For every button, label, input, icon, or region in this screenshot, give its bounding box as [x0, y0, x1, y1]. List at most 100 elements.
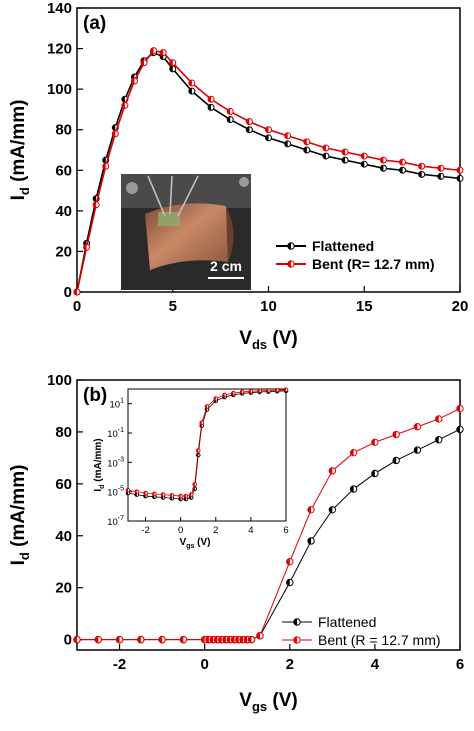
panel-a-y-tick-label: 120 — [47, 41, 72, 58]
panel-a-data-point-fill — [208, 104, 212, 111]
inset-x-axis-label: Vgs (V) — [180, 537, 211, 550]
device-photo: 2 cm — [121, 174, 251, 290]
panel-b-x-tick-label: 2 — [286, 656, 294, 673]
panel-a-x-tick-label: 0 — [73, 298, 81, 315]
panel-a-data-point-fill — [102, 163, 106, 170]
panel-a-data-point-fill — [83, 244, 87, 251]
panel-b-data-point-fill — [205, 636, 209, 643]
legend-b-bent-label: Bent (R = 12.7 mm) — [318, 632, 441, 648]
legend-a-symbol-fill — [287, 260, 291, 268]
inset-data-point-fill — [152, 492, 155, 496]
panel-a-data-point-fill — [399, 159, 403, 166]
panel-b-data-point-fill — [329, 506, 333, 514]
panel-a-x-tick-label: 5 — [169, 298, 177, 315]
inset-data-point-fill — [134, 489, 137, 494]
panel-b-label: (b) — [83, 385, 107, 406]
legend-a-flattened-label: Flattened — [312, 238, 374, 254]
panel-a-label: (a) — [83, 13, 106, 34]
panel-b-inset: -2 0 2 4 6 101 10-1 10-3 10-5 10-7 Vgs (V) Id (mA… — [93, 387, 289, 550]
panel-a-data-point-fill — [437, 173, 441, 180]
inset-data-point-fill — [199, 420, 202, 425]
panel-a-y-tick-label: 80 — [55, 122, 72, 139]
panel-b-data-point-fill — [239, 636, 243, 643]
inset-data-point-fill — [249, 389, 251, 393]
panel-a-data-point-fill — [188, 88, 192, 95]
panel-b-data-point-fill — [286, 558, 290, 565]
inset-y-tick-label: 10-1 — [107, 427, 124, 440]
panel-b-data-point-fill — [116, 636, 120, 643]
panel-a-data-point-fill — [93, 195, 97, 202]
panel-b-y-tick-label: 0 — [64, 632, 72, 649]
inset-x-tick-label: -2 — [141, 525, 149, 536]
inset-data-point-fill — [257, 388, 260, 393]
panel-b-x-tick-label: 4 — [371, 656, 380, 673]
inset-data-point-fill — [143, 491, 146, 495]
inset-data-point-fill — [275, 388, 278, 392]
inset-y-tick-label: 10-5 — [107, 486, 124, 499]
legend-a-bent-label: Bent (R= 12.7 mm) — [312, 256, 435, 272]
panel-a-data-point-fill — [121, 102, 125, 109]
panel-b-y-tick-label: 60 — [55, 476, 72, 493]
panel-a-data-point-fill — [74, 289, 77, 295]
inset-data-point-fill — [231, 391, 234, 395]
panel-b-data-point-fill — [435, 415, 439, 423]
legend-b-flattened-label: Flattened — [318, 614, 376, 630]
panel-a-data-point-fill — [303, 138, 307, 145]
panel-a-data-point-fill — [131, 78, 135, 85]
legend-b-symbol-fill — [293, 618, 297, 626]
panel-a-data-point-fill — [188, 80, 192, 87]
panel-a-y-tick-label: 20 — [55, 243, 72, 260]
panel-b-data-point-fill — [214, 636, 218, 643]
panel-b-data-point-fill — [248, 636, 252, 643]
panel-a-x-tick-label: 10 — [260, 298, 277, 315]
panel-b-data-point-fill — [350, 449, 354, 456]
panel-a-data-point-fill — [265, 126, 269, 133]
panel-b-y-tick-label: 80 — [55, 424, 72, 441]
inset-x-tick-label: 2 — [213, 525, 218, 536]
inset-data-point-fill — [192, 482, 195, 487]
panel-b-data-point-fill — [350, 485, 354, 493]
panel-b-data-point-fill — [414, 423, 418, 430]
inset-data-point-fill — [184, 494, 186, 498]
panel-a-data-point-fill — [418, 171, 422, 178]
panel-a-data-point-fill — [457, 167, 460, 174]
panel-a-data-point-fill — [227, 116, 231, 123]
panel-b-y-tick-label: 100 — [47, 372, 72, 389]
panel-b-data-point-fill — [218, 636, 222, 643]
panel-a-y-tick-label: 60 — [55, 162, 72, 179]
panel-b-data-point-fill — [73, 636, 77, 643]
panel-b-x-tick-label: -2 — [113, 656, 126, 673]
panel-b-x-tick-label: 0 — [200, 656, 208, 673]
panel-a-data-point-fill — [322, 144, 326, 151]
panel-b-data-point-fill — [435, 436, 439, 443]
inset-y-tick-label: 10-7 — [107, 515, 124, 528]
inset-series-line-2 — [127, 389, 287, 497]
inset-x-tick-label: 6 — [283, 525, 288, 536]
panel-a-data-point-fill — [160, 49, 164, 56]
panel-a-data-point-fill — [457, 175, 460, 182]
panel-b-series — [73, 404, 464, 644]
inset-y-tick-label: 101 — [110, 398, 125, 411]
panel-a-data-point-fill — [380, 157, 384, 164]
panel-a-data-point-fill — [265, 134, 269, 141]
panel-b-data-point-fill — [414, 446, 418, 454]
panel-b-y-axis-label: Id (mA/mm) — [8, 465, 32, 566]
panel-b-data-point-fill — [307, 537, 312, 545]
panel-a-data-point-fill — [437, 165, 441, 172]
panel-a-data-point-fill — [169, 59, 173, 66]
panel-a-data-point-fill — [399, 167, 403, 174]
panel-b-data-point-fill — [137, 636, 141, 643]
panel-a-x-tick-label: 15 — [356, 298, 373, 315]
panel-a-y-tick-label: 100 — [47, 81, 72, 98]
inset-data-point-fill — [240, 390, 243, 394]
inset-data-point-fill — [205, 404, 207, 409]
panel-b-frame — [76, 379, 461, 651]
legend-a-symbol-fill — [287, 242, 291, 250]
panel-b-y-tick-label: 20 — [55, 580, 72, 597]
panel-a-data-point-fill — [112, 124, 116, 131]
panel-b-data-point-fill — [371, 439, 375, 446]
panel-b-data-point-fill — [158, 636, 163, 643]
panel-b-data-point-fill — [180, 636, 184, 643]
inset-data-point-fill — [222, 393, 225, 397]
